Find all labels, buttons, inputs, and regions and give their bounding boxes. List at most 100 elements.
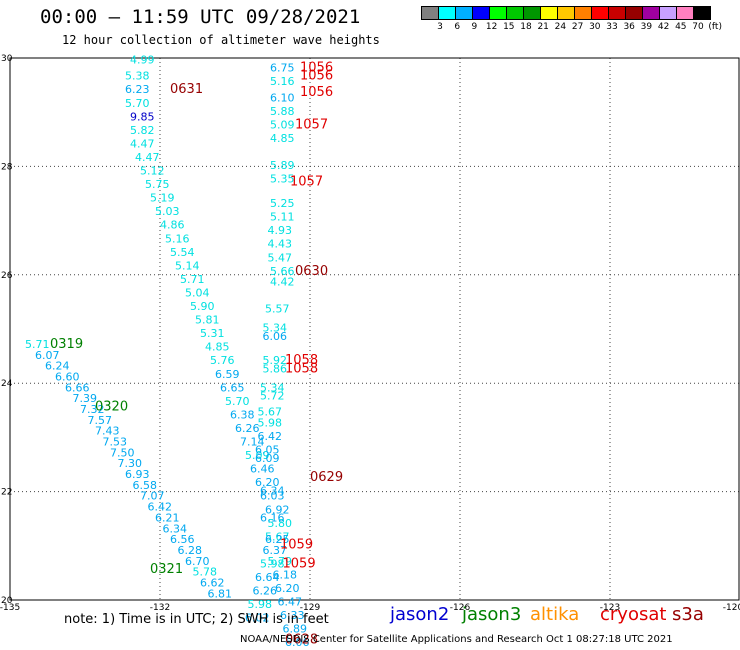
- legend-label: 45: [675, 22, 687, 32]
- wave-height-value: 6.46: [250, 463, 275, 476]
- wave-height-value: 5.81: [195, 314, 220, 327]
- pass-time-labels: 0631063006290628105610561056105710571058…: [50, 61, 343, 648]
- legend-swatch: [693, 6, 711, 20]
- wave-height-value: 5.38: [125, 70, 150, 83]
- wave-height-value: 5.86: [263, 362, 288, 375]
- wave-height-value: 6.21: [155, 511, 180, 524]
- legend-label: 30: [589, 22, 601, 32]
- wave-height-value: 6.34: [260, 484, 285, 497]
- wave-height-value: 4.99: [130, 53, 155, 66]
- legend-label: 18: [520, 22, 532, 32]
- x-tick-label: -135: [0, 603, 20, 613]
- wave-height-value: 6.42: [258, 430, 283, 443]
- wave-height-value: 6.42: [148, 501, 173, 514]
- pass-time-label: 1059: [283, 556, 316, 571]
- wave-height-value: 6.92: [265, 503, 290, 516]
- legend-label: (ft): [708, 22, 722, 32]
- y-tick-label: 20: [1, 596, 13, 606]
- wave-height-value: 5.25: [270, 197, 295, 210]
- x-tick-label: -123: [600, 603, 620, 613]
- wave-height-value: 6.25: [265, 533, 290, 546]
- wave-height-value: 6.37: [263, 544, 288, 557]
- wave-height-value: 6.81: [208, 587, 233, 600]
- pass-time-label: 0631: [170, 82, 203, 97]
- wave-height-value: 5.78: [193, 566, 218, 579]
- wave-height-value: 5.72: [260, 389, 285, 402]
- wave-height-value: 6.18: [273, 568, 298, 581]
- pass-time-label: 0321: [150, 562, 183, 577]
- wave-height-value: 5.98: [260, 557, 285, 570]
- wave-height-value: 4.43: [268, 238, 293, 251]
- wave-height-value: 4.42: [270, 276, 295, 289]
- legend-label: 70: [692, 22, 704, 32]
- wave-height-value: 5.54: [170, 246, 195, 259]
- wave-height-value: 7.07: [140, 490, 165, 503]
- satellite-s3a: s3a: [672, 604, 704, 625]
- wave-height-value: 6.89: [283, 623, 308, 636]
- wave-height-value: 4.47: [130, 137, 155, 150]
- footer-note: note: 1) Time is in UTC; 2) SWH is in fe…: [64, 612, 329, 627]
- wave-height-value: 6.75: [270, 62, 295, 75]
- wave-height-value: 6.03: [260, 490, 285, 503]
- wave-height-value: 5.98: [248, 598, 273, 611]
- wave-height-value: 6.59: [215, 368, 240, 381]
- wave-height-value: 6.33: [280, 609, 305, 622]
- legend-label: 21: [537, 22, 549, 32]
- legend-label: 3: [437, 22, 443, 32]
- pass-time-label: 1058: [285, 361, 318, 376]
- wave-height-value: 5.76: [210, 354, 235, 367]
- pass-time-label: 0319: [50, 337, 83, 352]
- wave-height-value: 6.66: [65, 381, 90, 394]
- footer-credit: NOAA/NESDIS Center for Satellite Applica…: [240, 634, 673, 645]
- wave-height-value: 5.67: [265, 530, 290, 543]
- wave-height-value: 6.05: [255, 444, 280, 457]
- wave-height-value: 6.20: [275, 582, 300, 595]
- wave-height-value: 5.47: [268, 251, 293, 264]
- pass-time-label: 1056: [300, 61, 333, 76]
- wave-height-value: 5.70: [225, 395, 250, 408]
- wave-height-value: 5.35: [270, 173, 295, 186]
- pass-time-label: 1056: [300, 69, 333, 84]
- wave-height-value: 5.98: [258, 417, 283, 430]
- wave-height-value: 7.32: [80, 403, 105, 416]
- wave-height-value: 7.43: [95, 425, 120, 438]
- wave-height-value: 6.16: [260, 511, 285, 524]
- wave-height-value: 5.34: [263, 322, 288, 335]
- pass-time-label: 1057: [295, 117, 328, 132]
- pass-time-label: 0320: [95, 399, 128, 414]
- wave-height-value: 4.93: [268, 224, 293, 237]
- pass-time-label: 1059: [280, 538, 313, 553]
- color-legend: [421, 6, 711, 20]
- legend-label: 36: [623, 22, 635, 32]
- wave-height-value: 5.88: [270, 105, 295, 118]
- x-tick-label: -129: [300, 603, 321, 613]
- wave-height-value: 6.93: [125, 468, 150, 481]
- wave-height-value: 6.26: [235, 422, 260, 435]
- map-grid: [9, 57, 740, 601]
- wave-height-value: 6.26: [253, 585, 278, 598]
- pass-time-label: 0628: [285, 632, 318, 647]
- page-title: 00:00 – 11:59 UTC 09/28/2021: [40, 6, 361, 28]
- x-tick-label: -126: [450, 603, 471, 613]
- wave-height-value: 5.92: [263, 354, 288, 367]
- wave-height-value: 6.47: [278, 595, 303, 608]
- pass-time-label: 1058: [285, 353, 318, 368]
- wave-height-value: 6.24: [45, 360, 70, 373]
- y-tick-label: 30: [1, 54, 13, 64]
- wave-height-value: 6.02: [245, 612, 270, 625]
- wave-height-value: 6.06: [285, 636, 310, 649]
- legend-label: 12: [485, 22, 498, 32]
- y-tick-label: 24: [1, 379, 13, 389]
- wave-height-value: 6.09: [255, 452, 280, 465]
- wave-height-value: 6.62: [200, 576, 225, 589]
- legend-label: 15: [503, 22, 515, 32]
- color-legend-labels: 3 6 9 12 15 18 21 24 27 30 33 36 39 42 45 70 (ft): [420, 22, 740, 34]
- legend-label: 27: [571, 22, 584, 32]
- wave-height-value: 4.47: [135, 151, 160, 164]
- wave-height-value: 6.07: [35, 349, 60, 362]
- wave-height-value: 9.85: [130, 110, 155, 123]
- wave-height-value: 5.66: [270, 265, 295, 278]
- wave-height-value: 4.85: [205, 341, 230, 354]
- wave-height-value: 5.34: [260, 381, 285, 394]
- pass-time-label: 1056: [300, 85, 333, 100]
